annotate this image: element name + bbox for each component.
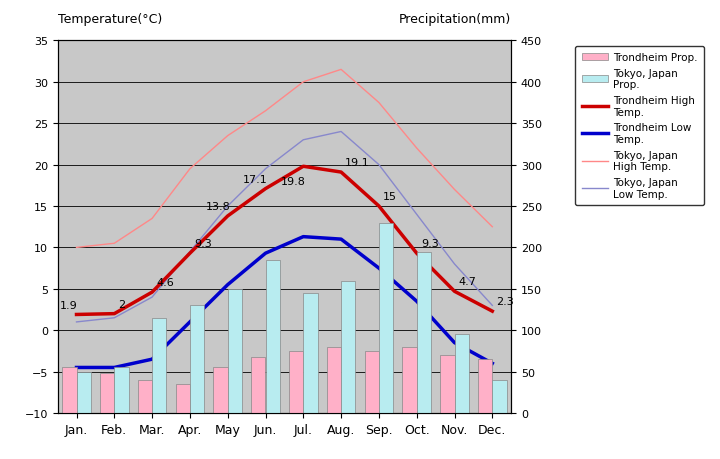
Text: 2.3: 2.3 (497, 297, 514, 307)
Bar (303, 293, 318, 413)
Bar (213, 368, 228, 413)
Bar (417, 252, 431, 413)
Legend: Trondheim Prop., Tokyo, Japan
Prop., Trondheim High
Temp., Trondheim Low
Temp., : Trondheim Prop., Tokyo, Japan Prop., Tro… (575, 46, 703, 205)
Bar (492, 380, 507, 413)
Bar (454, 335, 469, 413)
Bar (266, 260, 280, 413)
Bar (379, 223, 393, 413)
Bar (289, 351, 303, 413)
Bar (76, 372, 91, 413)
Bar (100, 374, 114, 413)
Text: Precipitation(mm): Precipitation(mm) (399, 13, 511, 27)
Bar (327, 347, 341, 413)
Text: 9.3: 9.3 (421, 239, 438, 249)
Text: 4.7: 4.7 (459, 277, 477, 287)
Bar (176, 384, 190, 413)
Bar (228, 289, 242, 413)
Bar (138, 380, 152, 413)
Bar (251, 357, 266, 413)
Text: 2: 2 (119, 299, 125, 309)
Text: 4.6: 4.6 (156, 278, 174, 287)
Text: 1.9: 1.9 (60, 300, 78, 310)
Bar (62, 368, 76, 413)
Bar (341, 281, 356, 413)
Text: 9.3: 9.3 (194, 239, 212, 249)
Text: 13.8: 13.8 (205, 202, 230, 212)
Bar (152, 318, 166, 413)
Text: 19.8: 19.8 (281, 177, 306, 187)
Bar (114, 368, 129, 413)
Text: Temperature(°C): Temperature(°C) (58, 13, 162, 27)
Bar (440, 355, 454, 413)
Text: 19.1: 19.1 (346, 158, 370, 168)
Bar (478, 359, 492, 413)
Bar (190, 306, 204, 413)
Bar (364, 351, 379, 413)
Text: 15: 15 (383, 192, 397, 202)
Bar (402, 347, 417, 413)
Text: 17.1: 17.1 (243, 174, 268, 184)
